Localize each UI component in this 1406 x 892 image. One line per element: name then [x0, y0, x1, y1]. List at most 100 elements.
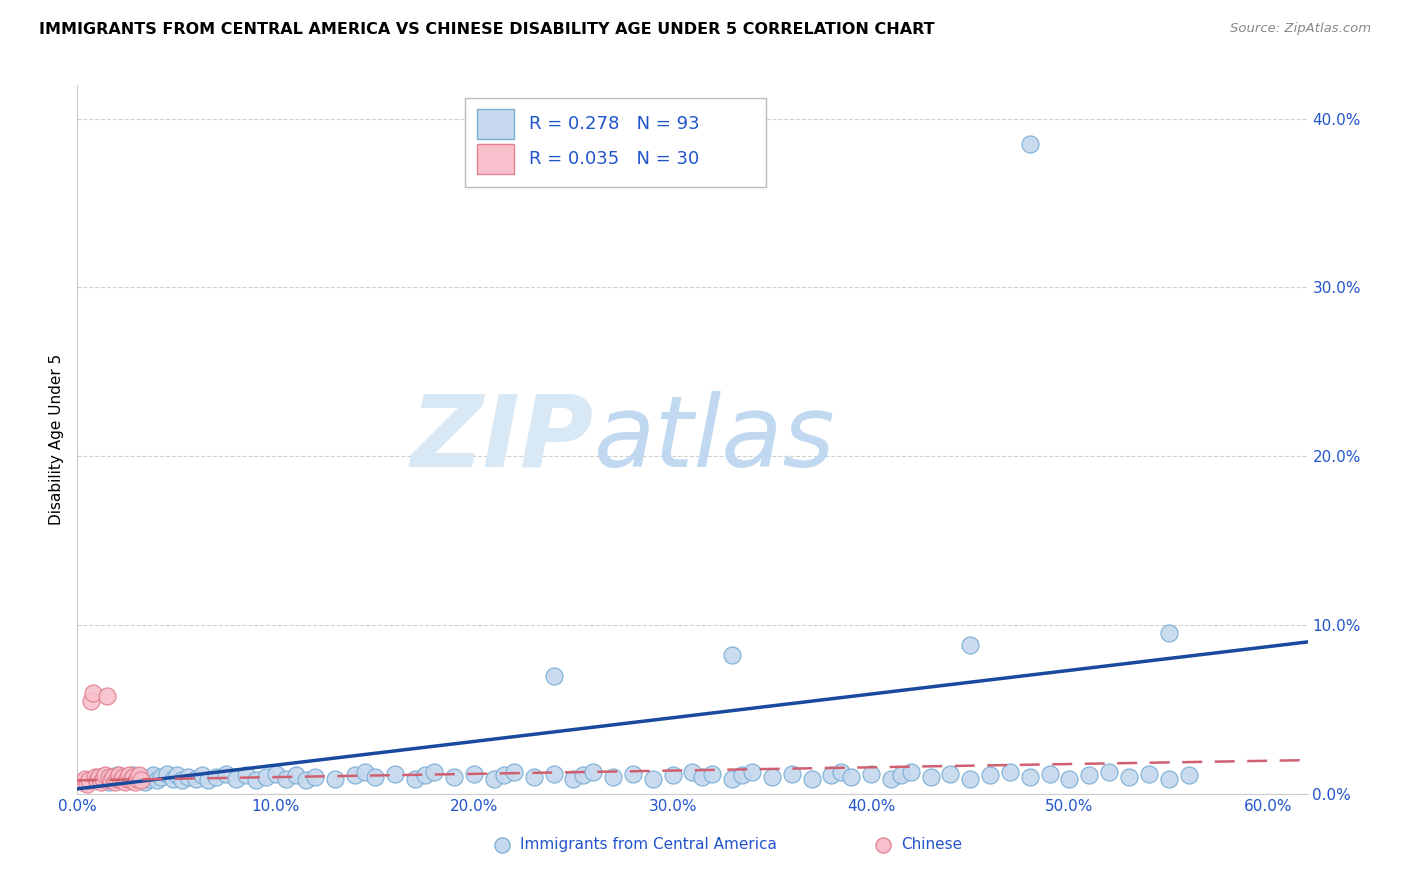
Point — [114, 770, 136, 784]
Point — [661, 768, 683, 782]
Point — [104, 775, 127, 789]
Point — [800, 772, 823, 786]
Point — [108, 768, 131, 782]
Point — [364, 770, 387, 784]
Point — [939, 766, 962, 780]
Point — [84, 770, 107, 784]
Point — [177, 770, 200, 784]
Point — [890, 768, 912, 782]
Point — [920, 770, 942, 784]
Point — [839, 770, 862, 784]
Point — [145, 773, 167, 788]
Point — [115, 772, 138, 786]
Point — [156, 766, 179, 780]
Point — [741, 764, 763, 779]
Point — [780, 766, 803, 780]
Point — [1018, 770, 1040, 784]
Point — [1018, 136, 1040, 151]
Point — [149, 770, 172, 784]
Point — [1157, 626, 1180, 640]
Point — [118, 768, 141, 782]
Point — [1059, 772, 1081, 786]
Point — [294, 773, 316, 788]
Point — [90, 775, 112, 789]
Point — [1039, 766, 1062, 780]
Point — [122, 768, 145, 782]
Point — [721, 648, 744, 663]
Point — [90, 770, 112, 784]
Point — [215, 766, 238, 780]
Point — [128, 768, 150, 782]
Point — [77, 773, 100, 788]
Point — [443, 770, 465, 784]
Text: Immigrants from Central America: Immigrants from Central America — [520, 838, 778, 853]
Point — [94, 768, 117, 782]
Point — [110, 773, 132, 788]
Point — [543, 766, 565, 780]
Point — [492, 768, 515, 782]
Point — [82, 685, 104, 699]
Point — [562, 162, 585, 177]
Point — [543, 669, 565, 683]
Point — [582, 764, 605, 779]
Point — [682, 764, 704, 779]
Point — [120, 773, 142, 788]
Point — [1078, 768, 1101, 782]
Point — [76, 777, 98, 791]
Point — [423, 764, 446, 779]
Point — [82, 773, 104, 788]
Point — [482, 772, 505, 786]
Point — [344, 768, 367, 782]
FancyBboxPatch shape — [465, 98, 766, 186]
Point — [122, 770, 145, 784]
Text: IMMIGRANTS FROM CENTRAL AMERICA VS CHINESE DISABILITY AGE UNDER 5 CORRELATION CH: IMMIGRANTS FROM CENTRAL AMERICA VS CHINE… — [39, 22, 935, 37]
Text: ZIP: ZIP — [411, 391, 595, 488]
Point — [72, 775, 94, 789]
Text: Chinese: Chinese — [901, 838, 963, 853]
Point — [880, 772, 903, 786]
Point — [860, 766, 883, 780]
Text: Source: ZipAtlas.com: Source: ZipAtlas.com — [1230, 22, 1371, 36]
Point — [134, 775, 156, 789]
Point — [98, 770, 121, 784]
Point — [245, 773, 267, 788]
Point — [1118, 770, 1140, 784]
Point — [959, 772, 981, 786]
Point — [118, 772, 141, 786]
Point — [621, 766, 644, 780]
Text: R = 0.035   N = 30: R = 0.035 N = 30 — [529, 150, 699, 169]
Point — [254, 770, 277, 784]
Y-axis label: Disability Age Under 5: Disability Age Under 5 — [49, 354, 65, 524]
Point — [124, 775, 146, 789]
Point — [100, 773, 122, 788]
Point — [186, 772, 208, 786]
Point — [998, 764, 1021, 779]
Text: atlas: atlas — [595, 391, 835, 488]
Point — [125, 773, 148, 788]
Point — [89, 770, 111, 784]
Point — [80, 694, 103, 708]
Point — [562, 772, 585, 786]
Point — [105, 768, 128, 782]
Point — [959, 638, 981, 652]
Point — [111, 770, 134, 784]
Point — [142, 768, 165, 782]
Point — [138, 772, 160, 786]
Point — [125, 772, 148, 786]
Point — [820, 768, 842, 782]
Point — [197, 773, 219, 788]
Point — [304, 770, 326, 784]
Point — [225, 772, 247, 786]
Point — [264, 766, 287, 780]
Point — [761, 770, 783, 784]
Point — [75, 772, 97, 786]
Point — [191, 768, 214, 782]
Point — [101, 770, 124, 784]
Point — [166, 768, 188, 782]
Point — [404, 772, 426, 786]
Point — [101, 772, 124, 786]
Point — [384, 766, 406, 780]
Bar — [477, 145, 515, 174]
Point — [463, 766, 485, 780]
Point — [162, 772, 184, 786]
